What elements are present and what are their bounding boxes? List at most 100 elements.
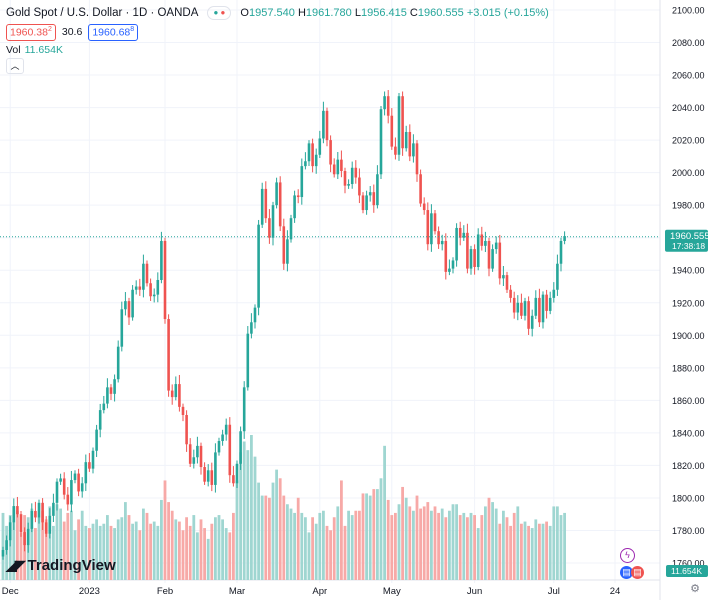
candle-body: [545, 294, 548, 311]
volume-tag-value: 11.654K: [671, 566, 702, 576]
volume-bar: [239, 452, 242, 580]
candle-body: [466, 232, 469, 269]
volume-bar: [386, 499, 390, 580]
volume-bar: [8, 515, 12, 580]
time-tick-label: Mar: [229, 586, 245, 597]
price-tick-label: 2040.00: [672, 103, 705, 113]
volume-bar: [325, 525, 329, 580]
last-price-value: 1960.555: [670, 231, 710, 242]
volume-bar: [30, 508, 34, 580]
volume-bar: [548, 525, 552, 580]
spread-value: 30.6: [61, 26, 83, 39]
open-label: O: [240, 7, 249, 19]
candle-body: [120, 309, 124, 347]
volume-bar: [91, 523, 95, 580]
price-tick-label: 1980.00: [672, 201, 705, 211]
volume-bar: [73, 530, 77, 580]
lightning-icon[interactable]: ϟ: [620, 548, 635, 563]
volume-bar: [199, 519, 203, 580]
volume-bar: [95, 519, 98, 580]
price-tick-label: 2020.00: [672, 136, 705, 146]
candle-body: [541, 294, 545, 323]
candle-body: [185, 414, 188, 445]
volume-bar: [332, 517, 336, 580]
volume-bar: [52, 525, 55, 580]
volume-bar: [235, 480, 239, 580]
candle-body: [516, 302, 520, 313]
candle-body: [322, 110, 325, 139]
volume-bar: [62, 521, 66, 580]
price-tick-label: 1760.00: [672, 559, 705, 569]
price-axis[interactable]: 2100.00 2080.00 2060.00 2040.00 2020.00 2000.…: [672, 6, 705, 569]
us-flag-event-icon[interactable]: ▤: [620, 566, 633, 579]
volume-bar: [142, 508, 145, 580]
candle-body: [178, 384, 181, 407]
candle-body: [376, 174, 379, 206]
volume-bar: [88, 528, 91, 580]
open-value: 1957.540: [248, 7, 295, 19]
volume-bar: [462, 512, 466, 580]
us-flag-event-icon-2[interactable]: ▤: [631, 566, 644, 579]
sell-button[interactable]: 1960.382: [6, 24, 56, 41]
candle-body: [412, 143, 415, 157]
volume-bar: [70, 510, 73, 580]
candle-body: [152, 294, 156, 297]
volume-value: 11.654K: [24, 44, 63, 56]
volume-bar: [174, 519, 178, 580]
settings-gear-icon[interactable]: ⚙: [690, 583, 700, 595]
candle-body: [365, 195, 368, 211]
symbol-title[interactable]: Gold Spot / U.S. Dollar · 1D · OANDA: [6, 7, 199, 19]
candle-body: [401, 96, 404, 149]
candle-body: [188, 444, 192, 464]
volume-bar: [552, 506, 556, 580]
collapse-legend-icon[interactable]: ︿: [6, 58, 24, 74]
price-tick-label: 1800.00: [672, 493, 705, 503]
volume-bar: [116, 519, 120, 580]
candle-body: [210, 470, 214, 485]
volume-label[interactable]: Vol: [6, 44, 21, 56]
candle-body: [142, 263, 145, 290]
time-tick-label: Apr: [312, 586, 327, 597]
volume-bar: [430, 510, 433, 580]
time-axis[interactable]: Dec 2023 Feb Mar Apr May Jun Jul 24: [2, 586, 621, 597]
time-tick-label: 24: [610, 586, 621, 597]
candle-body: [397, 96, 401, 155]
price-tick-label: 2000.00: [672, 168, 705, 178]
volume-bar: [437, 512, 440, 580]
candle-body: [538, 297, 541, 323]
volume-bar: [167, 502, 170, 580]
volume-bar: [127, 515, 131, 580]
volume-bar: [455, 504, 458, 580]
candle-body: [415, 143, 419, 175]
volume-bar: [217, 515, 221, 580]
market-status-icon[interactable]: ● ●: [207, 6, 232, 20]
volume-bar: [188, 525, 192, 580]
low-value: 1956.415: [360, 7, 407, 19]
candle-body: [552, 289, 556, 298]
volume-bar: [275, 469, 278, 580]
candle-body: [91, 450, 95, 469]
candle-body: [343, 171, 347, 186]
volume-bar: [444, 517, 448, 580]
tradingview-logo[interactable]: ◢◤ TradingView: [6, 557, 116, 574]
price-tick-label: 1840.00: [672, 428, 705, 438]
volume-bar: [77, 519, 80, 580]
price-tick-label: 2100.00: [672, 6, 705, 16]
volume-bar: [484, 506, 487, 580]
volume-bar: [98, 525, 102, 580]
volume-bar: [329, 530, 332, 580]
candle-body: [167, 319, 170, 391]
candle-body: [307, 143, 311, 162]
buy-button[interactable]: 1960.688: [88, 24, 139, 41]
volume-bar: [12, 506, 16, 580]
volume-bar: [523, 521, 527, 580]
candle-body: [534, 297, 538, 316]
volume-bar: [451, 504, 455, 580]
price-tick-label: 1880.00: [672, 363, 705, 373]
candle-body: [19, 514, 23, 533]
volume-bar: [350, 515, 354, 580]
volume-bar: [520, 523, 523, 580]
candle-body: [379, 109, 383, 175]
volume-bar: [1, 512, 5, 580]
